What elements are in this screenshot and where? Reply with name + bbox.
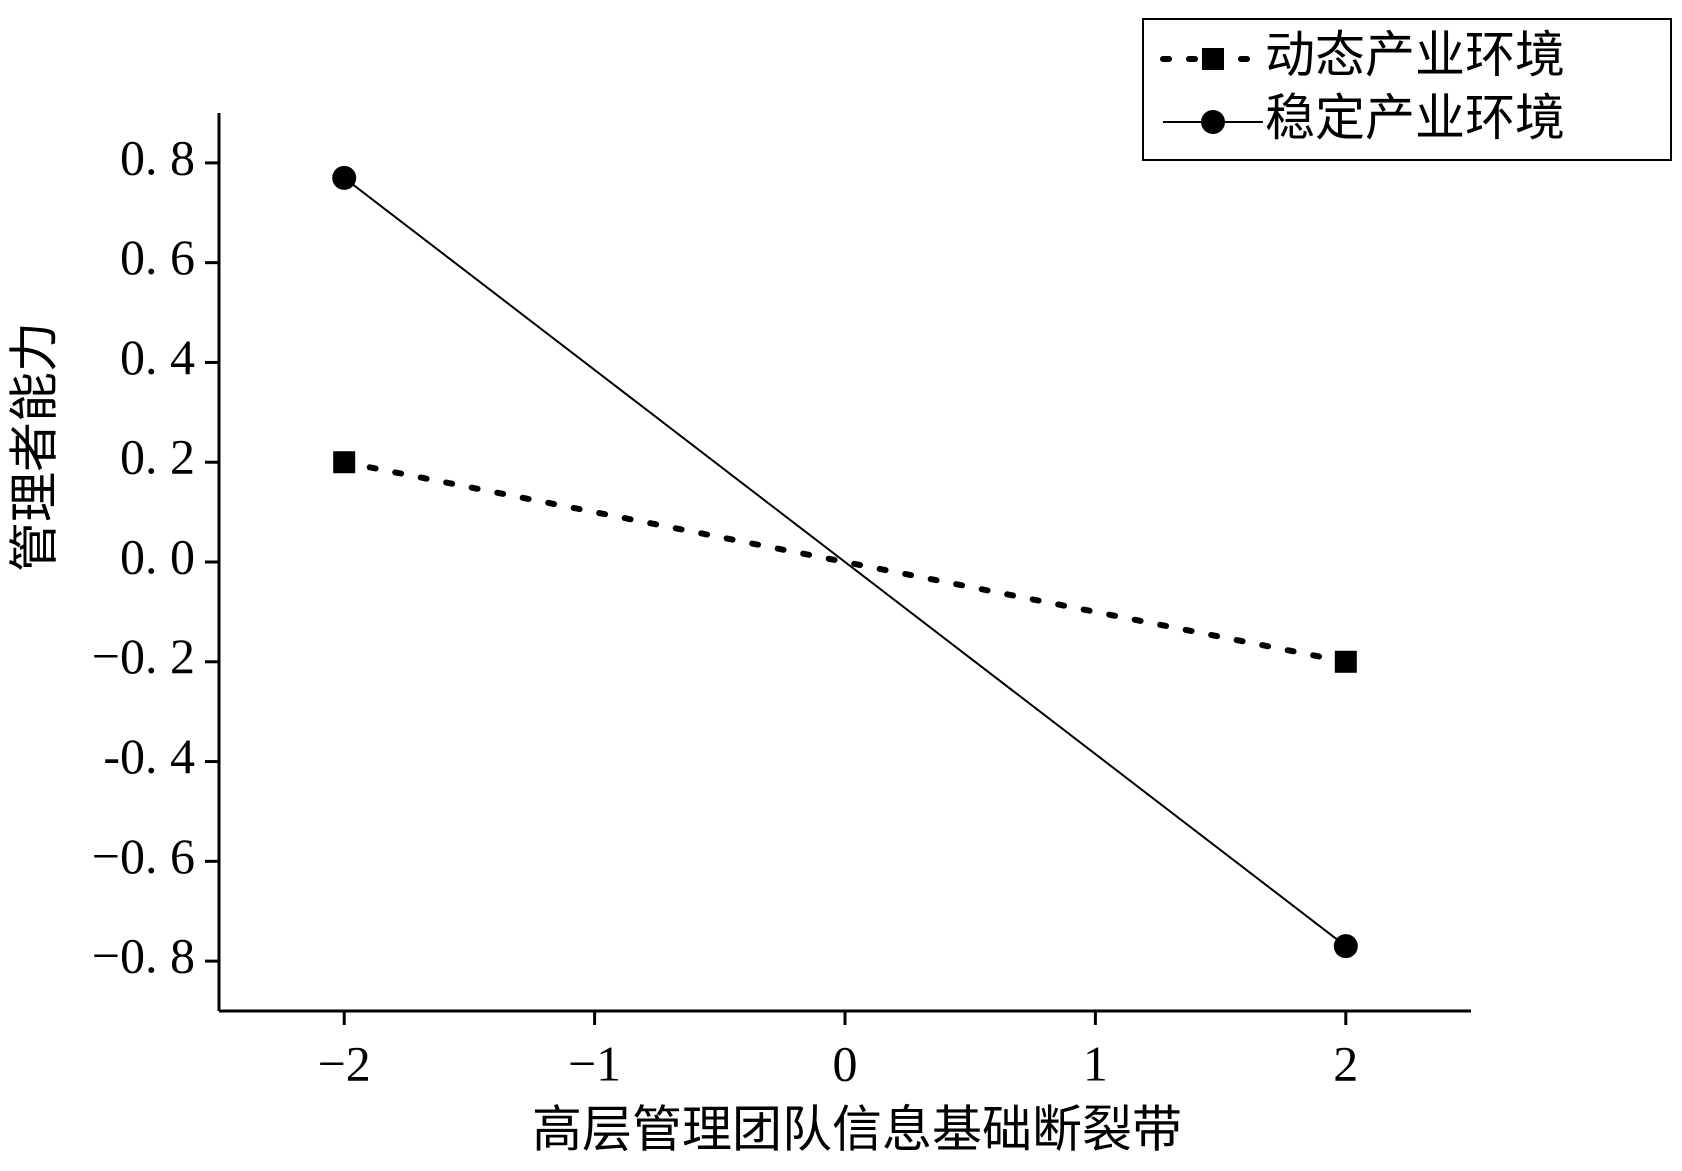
y-tick-label: −0. 6: [92, 828, 195, 884]
series-line: [343, 177, 1347, 947]
x-tick-label: −2: [318, 1035, 371, 1091]
marker: [333, 451, 356, 474]
x-tick-label: 2: [1333, 1035, 1358, 1091]
y-tick-label: 0. 6: [120, 229, 195, 285]
y-tick-label: 0. 4: [120, 329, 195, 385]
y-tick-label: −0. 8: [92, 928, 195, 984]
y-tick-label: 0. 0: [120, 528, 195, 584]
legend-label: 动态产业环境: [1265, 26, 1565, 84]
x-tick-label: −1: [568, 1035, 621, 1091]
x-tick-label: 0: [833, 1035, 858, 1091]
y-tick-label: 0. 8: [120, 129, 195, 185]
marker: [1201, 110, 1225, 134]
x-axis-label: 高层管理团队信息基础断裂带: [532, 1101, 1182, 1157]
legend-box: [1142, 18, 1672, 161]
marker: [1202, 48, 1224, 70]
marker: [332, 165, 357, 190]
x-tick-label: 1: [1083, 1035, 1108, 1091]
marker: [1333, 934, 1358, 959]
y-tick-label: 0. 2: [120, 429, 195, 485]
y-axis-label: 管理者能力: [6, 322, 62, 572]
y-tick-label: -0. 4: [103, 728, 195, 784]
marker: [1334, 650, 1357, 673]
y-tick-label: −0. 2: [92, 628, 195, 684]
legend-label: 稳定产业环境: [1265, 89, 1565, 147]
